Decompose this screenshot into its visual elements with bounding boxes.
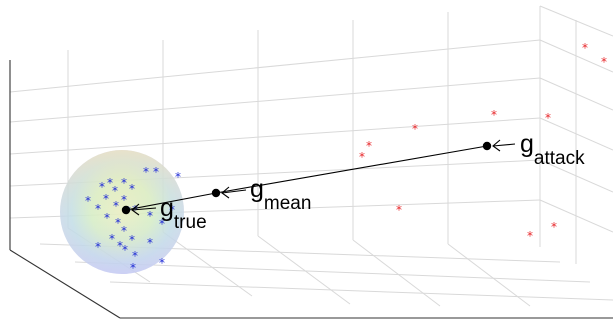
attack-to-mean-line — [215, 145, 488, 194]
malicious-point-asterisk-icon: * — [396, 203, 402, 217]
honest-point-asterisk-icon: * — [132, 249, 138, 263]
honest-point-asterisk-icon: * — [112, 184, 118, 198]
honest-point-asterisk-icon: * — [130, 261, 136, 275]
malicious-point-asterisk-icon: * — [359, 150, 365, 164]
g-mean-label-sub: mean — [264, 193, 312, 214]
g-true-label-sub: true — [174, 212, 207, 233]
malicious-point-asterisk-icon: * — [582, 41, 588, 55]
honest-point-asterisk-icon: * — [169, 203, 175, 217]
axis-frame — [9, 60, 613, 319]
honest-point-asterisk-icon: * — [143, 165, 149, 179]
g-mean-arrow-icon — [221, 186, 247, 199]
g-attack-label-main: g — [520, 130, 534, 158]
honest-point-asterisk-icon: * — [153, 165, 159, 179]
g-mean-label: gmean — [250, 175, 311, 214]
honest-point-asterisk-icon: * — [121, 176, 127, 190]
malicious-point-asterisk-icon: * — [601, 55, 607, 69]
g-true-label-main: g — [160, 194, 174, 222]
g-true-point — [121, 205, 131, 215]
honest-point-asterisk-icon: * — [129, 233, 135, 247]
malicious-point-asterisk-icon: * — [412, 122, 418, 136]
honest-point-asterisk-icon: * — [115, 216, 121, 230]
g-mean-point — [211, 188, 221, 198]
honest-point-asterisk-icon: * — [104, 211, 110, 225]
g-attack-label-sub: attack — [534, 148, 585, 169]
honest-point-asterisk-icon: * — [121, 193, 127, 207]
vector-arrows — [121, 139, 516, 216]
g-attack-arrow-icon — [492, 139, 516, 152]
g-attack-point — [482, 141, 492, 151]
honest-point-asterisk-icon: * — [99, 180, 105, 194]
honest-point-asterisk-icon: * — [95, 240, 101, 254]
malicious-point-asterisk-icon: * — [545, 111, 551, 125]
honest-point-asterisk-icon: * — [113, 199, 119, 213]
honest-point-asterisk-icon: * — [109, 232, 115, 246]
malicious-point-asterisk-icon: * — [527, 229, 533, 243]
honest-cluster-sphere-icon — [60, 150, 184, 274]
mean-to-true-line — [125, 192, 217, 211]
labels: gattack gmean gtrue — [160, 130, 585, 233]
honest-point-asterisk-icon: * — [103, 192, 109, 206]
g-true-arrow-icon — [131, 203, 157, 216]
honest-point-asterisk-icon: * — [159, 217, 165, 231]
honest-point-asterisk-icon: * — [117, 239, 123, 253]
honest-point-asterisk-icon: * — [147, 236, 153, 250]
g-true-label: gtrue — [160, 194, 207, 233]
honest-point-asterisk-icon: * — [107, 176, 113, 190]
malicious-points: ********** — [359, 41, 607, 243]
honest-point-asterisk-icon: * — [175, 170, 181, 184]
honest-point-asterisk-icon: * — [159, 256, 165, 270]
honest-point-asterisk-icon: * — [85, 194, 91, 208]
honest-point-asterisk-icon: * — [95, 202, 101, 216]
honest-point-asterisk-icon: * — [129, 182, 135, 196]
g-attack-label: gattack — [520, 130, 585, 169]
malicious-point-asterisk-icon: * — [551, 220, 557, 234]
g-mean-label-main: g — [250, 175, 264, 203]
malicious-point-asterisk-icon: * — [366, 139, 372, 153]
malicious-point-asterisk-icon: * — [491, 108, 497, 122]
honest-point-asterisk-icon: * — [121, 224, 127, 238]
honest-point-asterisk-icon: * — [147, 209, 153, 223]
honest-point-asterisk-icon: * — [122, 243, 128, 257]
